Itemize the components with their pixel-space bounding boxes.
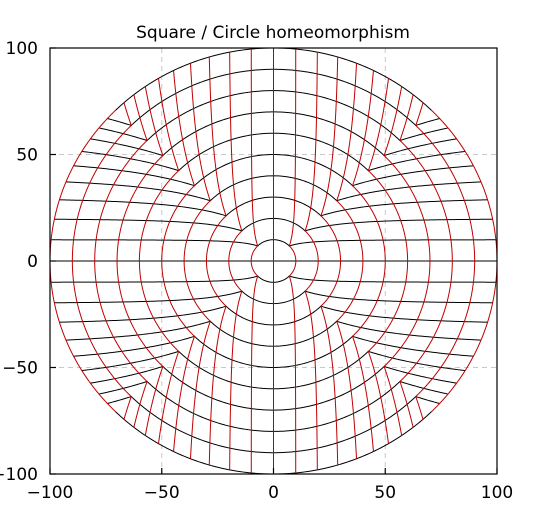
y-tick-label: −100 xyxy=(0,465,38,485)
vertical-curve xyxy=(383,86,431,436)
vertical-curve xyxy=(161,70,196,452)
x-tick-label: 100 xyxy=(481,483,513,503)
vertical-curve xyxy=(304,52,319,470)
y-tick-label: 100 xyxy=(6,39,38,59)
y-tick-label: −50 xyxy=(2,359,38,379)
y-tick-label: 50 xyxy=(16,146,38,166)
vertical-curve xyxy=(94,94,148,428)
x-tick-label: −50 xyxy=(144,483,180,503)
chart-title: Square / Circle homeomorphism xyxy=(136,23,410,43)
vertical-curve xyxy=(138,78,180,444)
y-tick-label: 0 xyxy=(27,252,38,272)
vertical-curve xyxy=(320,56,342,466)
y-axis: −100 −50 0 50 100 xyxy=(0,39,56,485)
mapping-curves xyxy=(49,47,498,475)
x-tick-label: 50 xyxy=(374,483,396,503)
vertical-curve xyxy=(71,102,132,420)
vertical-curve xyxy=(367,78,409,444)
x-tick-label: 0 xyxy=(268,483,279,503)
vertical-curve xyxy=(415,102,476,420)
x-axis: −100 −50 0 50 100 xyxy=(27,468,513,503)
vertical-curve xyxy=(116,86,164,436)
vertical-curve xyxy=(228,52,243,470)
vertical-curve xyxy=(399,94,453,428)
vertical-curve xyxy=(336,63,364,459)
vertical-curve xyxy=(205,56,227,466)
vertical-curve xyxy=(183,63,211,459)
vertical-curve xyxy=(250,49,259,473)
vertical-curve xyxy=(351,70,386,452)
x-tick-label: −100 xyxy=(27,483,74,503)
vertical-curve xyxy=(288,49,297,473)
